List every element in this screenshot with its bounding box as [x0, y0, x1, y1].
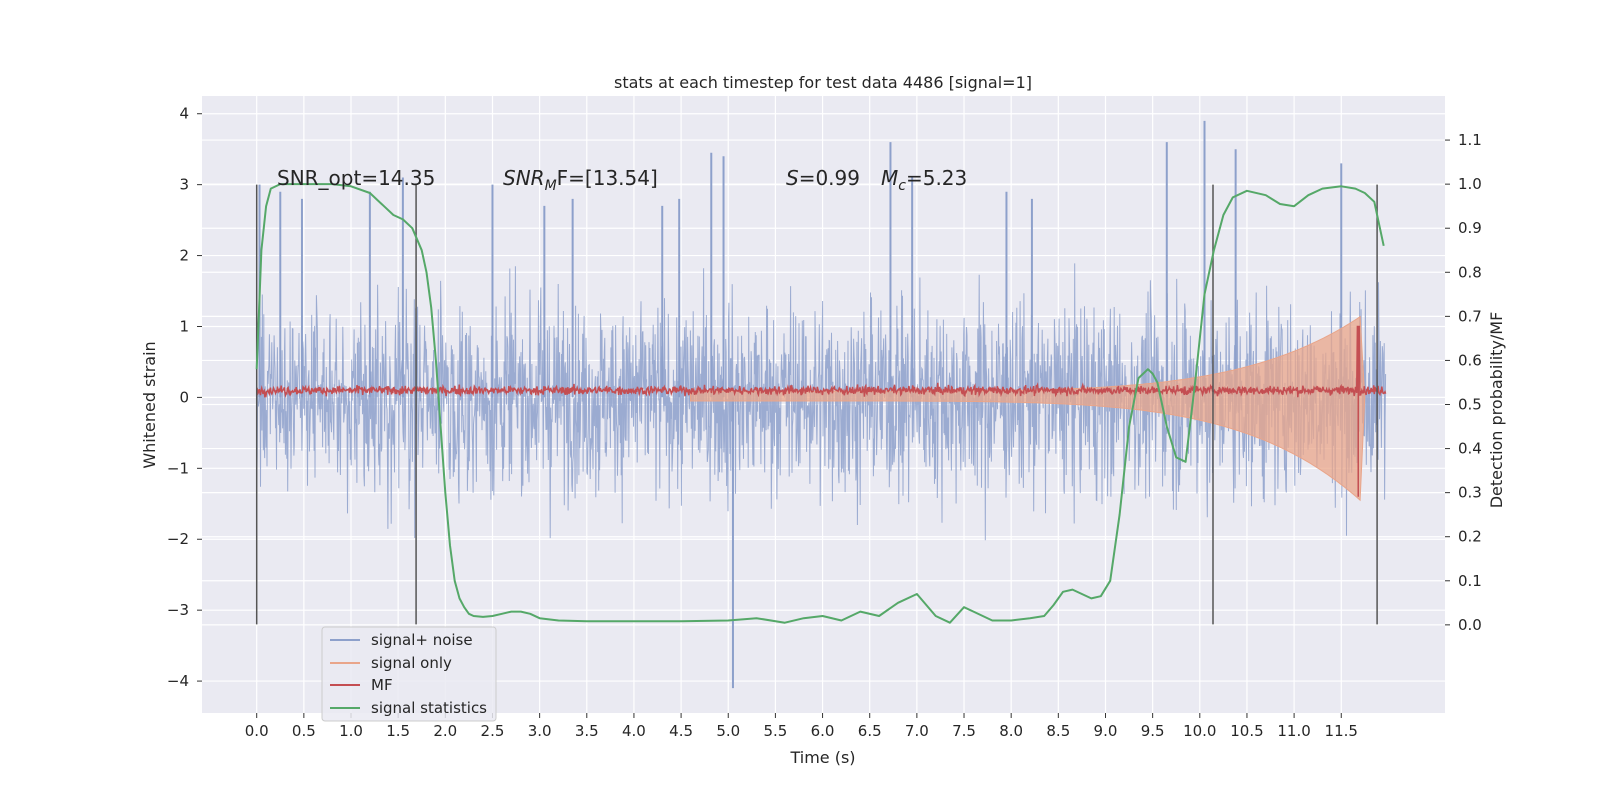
x-tick-label: 11.5: [1325, 722, 1358, 740]
x-tick-label: 1.0: [339, 722, 363, 740]
legend-label-mf: MF: [371, 676, 393, 694]
signal-statistics-line: [255, 183, 1385, 624]
x-tick-label: 9.5: [1141, 722, 1165, 740]
x-tick-label: 5.0: [716, 722, 740, 740]
x-tick-label: 3.5: [575, 722, 599, 740]
y-right-tick-label: 1.0: [1458, 175, 1482, 193]
signal-statistics-series: [255, 183, 1385, 624]
right-y-axis-ticks: 0.0 0.1 0.2 0.3 0.4 0.5 0.6 0.7 0.8 0.9 1.0 1.1: [1445, 131, 1482, 634]
y-right-tick-label: 0.7: [1458, 307, 1482, 325]
legend-box: [321, 626, 497, 722]
x-tick-label: 11.0: [1277, 722, 1310, 740]
legend-label-noise: signal+ noise: [371, 631, 473, 649]
x-tick-label: 7.5: [952, 722, 976, 740]
x-tick-label: 10.0: [1183, 722, 1216, 740]
x-tick-label: 0.0: [245, 722, 269, 740]
right-y-axis-label: Detection probability/MF: [1487, 312, 1506, 509]
legend: signal+ noise signal only MF signal stat…: [321, 626, 497, 722]
x-tick-label: 9.0: [1094, 722, 1118, 740]
mc-label: M: [881, 166, 898, 190]
y-right-tick-label: 0.9: [1458, 219, 1482, 237]
y-left-tick-label: 0: [179, 388, 189, 406]
mc-annotation: Mc=5.23: [881, 166, 967, 194]
y-right-tick-label: 0.5: [1458, 396, 1482, 414]
y-left-tick-label: 1: [179, 317, 189, 335]
y-left-tick-label: 2: [179, 247, 189, 265]
x-tick-label: 5.5: [763, 722, 787, 740]
x-tick-label: 8.0: [999, 722, 1023, 740]
x-tick-label: 2.5: [481, 722, 505, 740]
x-tick-label: 8.5: [1046, 722, 1070, 740]
x-tick-label: 4.0: [622, 722, 646, 740]
left-y-axis-label: Whitened strain: [140, 341, 159, 468]
snr-opt-annotation: SNR_opt=14.35: [277, 166, 435, 190]
y-right-tick-label: 1.1: [1458, 131, 1482, 149]
chart-title: stats at each timestep for test data 448…: [614, 73, 1032, 92]
snr-mf-annotation: SNRMF=[13.54]: [503, 166, 658, 194]
x-tick-label: 6.0: [811, 722, 835, 740]
x-tick-label: 3.0: [528, 722, 552, 740]
y-right-tick-label: 0.1: [1458, 572, 1482, 590]
mf-series: [255, 325, 1387, 497]
x-tick-label: 10.5: [1230, 722, 1263, 740]
y-right-tick-label: 0.8: [1458, 263, 1482, 281]
y-right-tick-label: 0.6: [1458, 351, 1482, 369]
s-value: =0.99: [799, 166, 860, 190]
x-axis-ticks: 0.0 0.5 1.0 1.5 2.0 2.5 3.0 3.5 4.0 4.5 5.0 5.5 6.0 6…: [245, 713, 1358, 740]
mc-subscript: c: [898, 178, 906, 194]
x-tick-label: 6.5: [858, 722, 882, 740]
s-label: S: [786, 166, 799, 190]
x-tick-label: 2.0: [433, 722, 457, 740]
mf-line: [255, 325, 1387, 399]
y-left-tick-label: −1: [167, 459, 189, 477]
mc-value: =5.23: [906, 166, 967, 190]
y-right-tick-label: 0.4: [1458, 440, 1482, 458]
x-tick-label: 1.5: [386, 722, 410, 740]
snr-mf-label: SNR: [503, 166, 545, 190]
s-annotation: S=0.99: [786, 166, 860, 190]
snr-mf-value: F=[13.54]: [557, 166, 658, 190]
x-axis-label: Time (s): [789, 748, 855, 767]
y-left-tick-label: −2: [167, 530, 189, 548]
legend-label-signal-only: signal only: [371, 654, 452, 672]
y-left-tick-label: 4: [179, 105, 189, 123]
y-right-tick-label: 0.3: [1458, 484, 1482, 502]
y-left-tick-label: −4: [167, 672, 189, 690]
legend-label-stats: signal statistics: [371, 699, 487, 717]
y-right-tick-label: 0.2: [1458, 528, 1482, 546]
snr-mf-subscript: M: [545, 178, 557, 194]
left-y-axis-ticks: −4 −3 −2 −1 0 1 2 3 4: [167, 105, 202, 690]
y-right-tick-label: 0.0: [1458, 616, 1482, 634]
y-left-tick-label: −3: [167, 601, 189, 619]
x-tick-label: 7.0: [905, 722, 929, 740]
x-tick-label: 4.5: [669, 722, 693, 740]
y-left-tick-label: 3: [179, 176, 189, 194]
x-tick-label: 0.5: [292, 722, 316, 740]
